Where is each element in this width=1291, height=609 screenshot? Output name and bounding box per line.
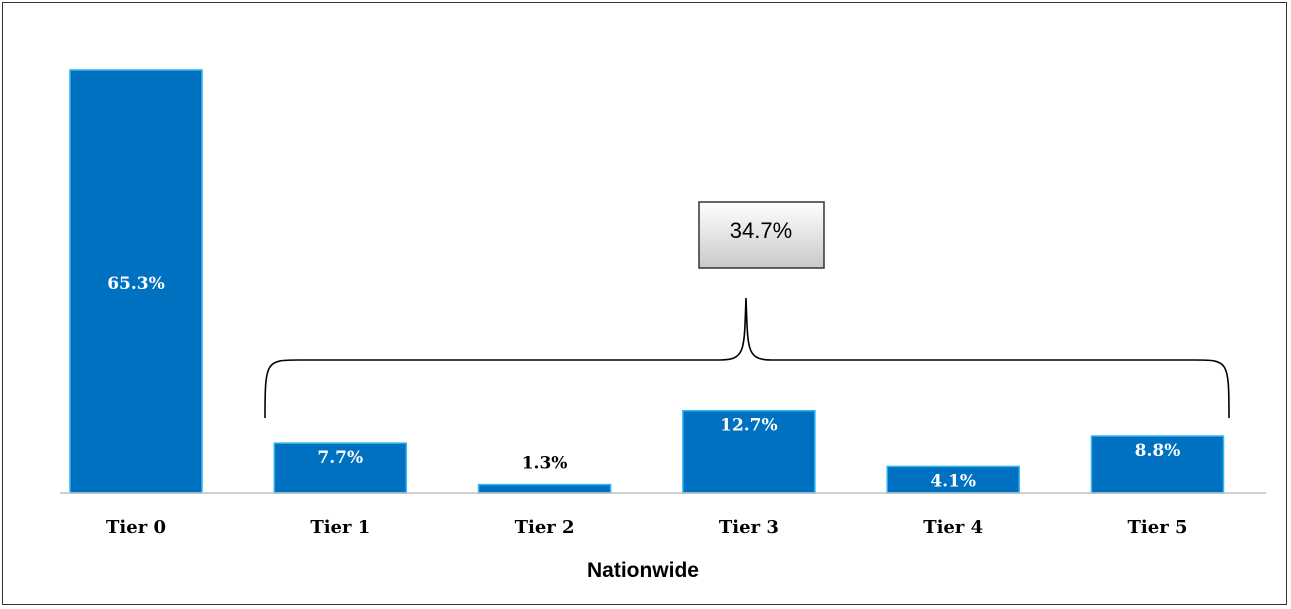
data-label-tier-2: 1.3% [522,454,568,474]
bar-tier-1 [273,442,408,494]
annotation-layer: 34.7% [264,201,1230,419]
tick-label-tier-3: Tier 3 [719,517,779,538]
bar-tier-5 [1090,435,1225,494]
x-tick-labels: Tier 0 Tier 1 Tier 2 Tier 3 Tier 4 Tier 5 [106,517,1187,538]
data-label-tier-0: 65.3% [107,274,165,294]
callout-label: 34.7% [730,218,792,243]
tick-label-tier-5: Tier 5 [1128,517,1188,538]
bars-layer: 65.3% 7.7% 1.3% 12.7% 4.1% 8.8% [69,69,1225,494]
callout-box [698,201,825,269]
brace-bracket [264,297,1230,419]
bar-tier-3 [682,409,816,494]
tick-label-tier-0: Tier 0 [106,517,166,538]
bar-tier-2 [477,483,612,494]
data-label-tier-3: 12.7% [720,416,778,436]
x-axis-title: Nationwide [587,559,699,582]
data-label-tier-5: 8.8% [1135,441,1181,461]
data-label-tier-4: 4.1% [930,471,976,491]
data-label-tier-1: 7.7% [317,448,363,468]
tick-label-tier-4: Tier 4 [923,517,983,538]
bar-tier-0 [69,69,203,494]
tick-label-tier-2: Tier 2 [515,517,575,538]
tick-label-tier-1: Tier 1 [310,517,370,538]
